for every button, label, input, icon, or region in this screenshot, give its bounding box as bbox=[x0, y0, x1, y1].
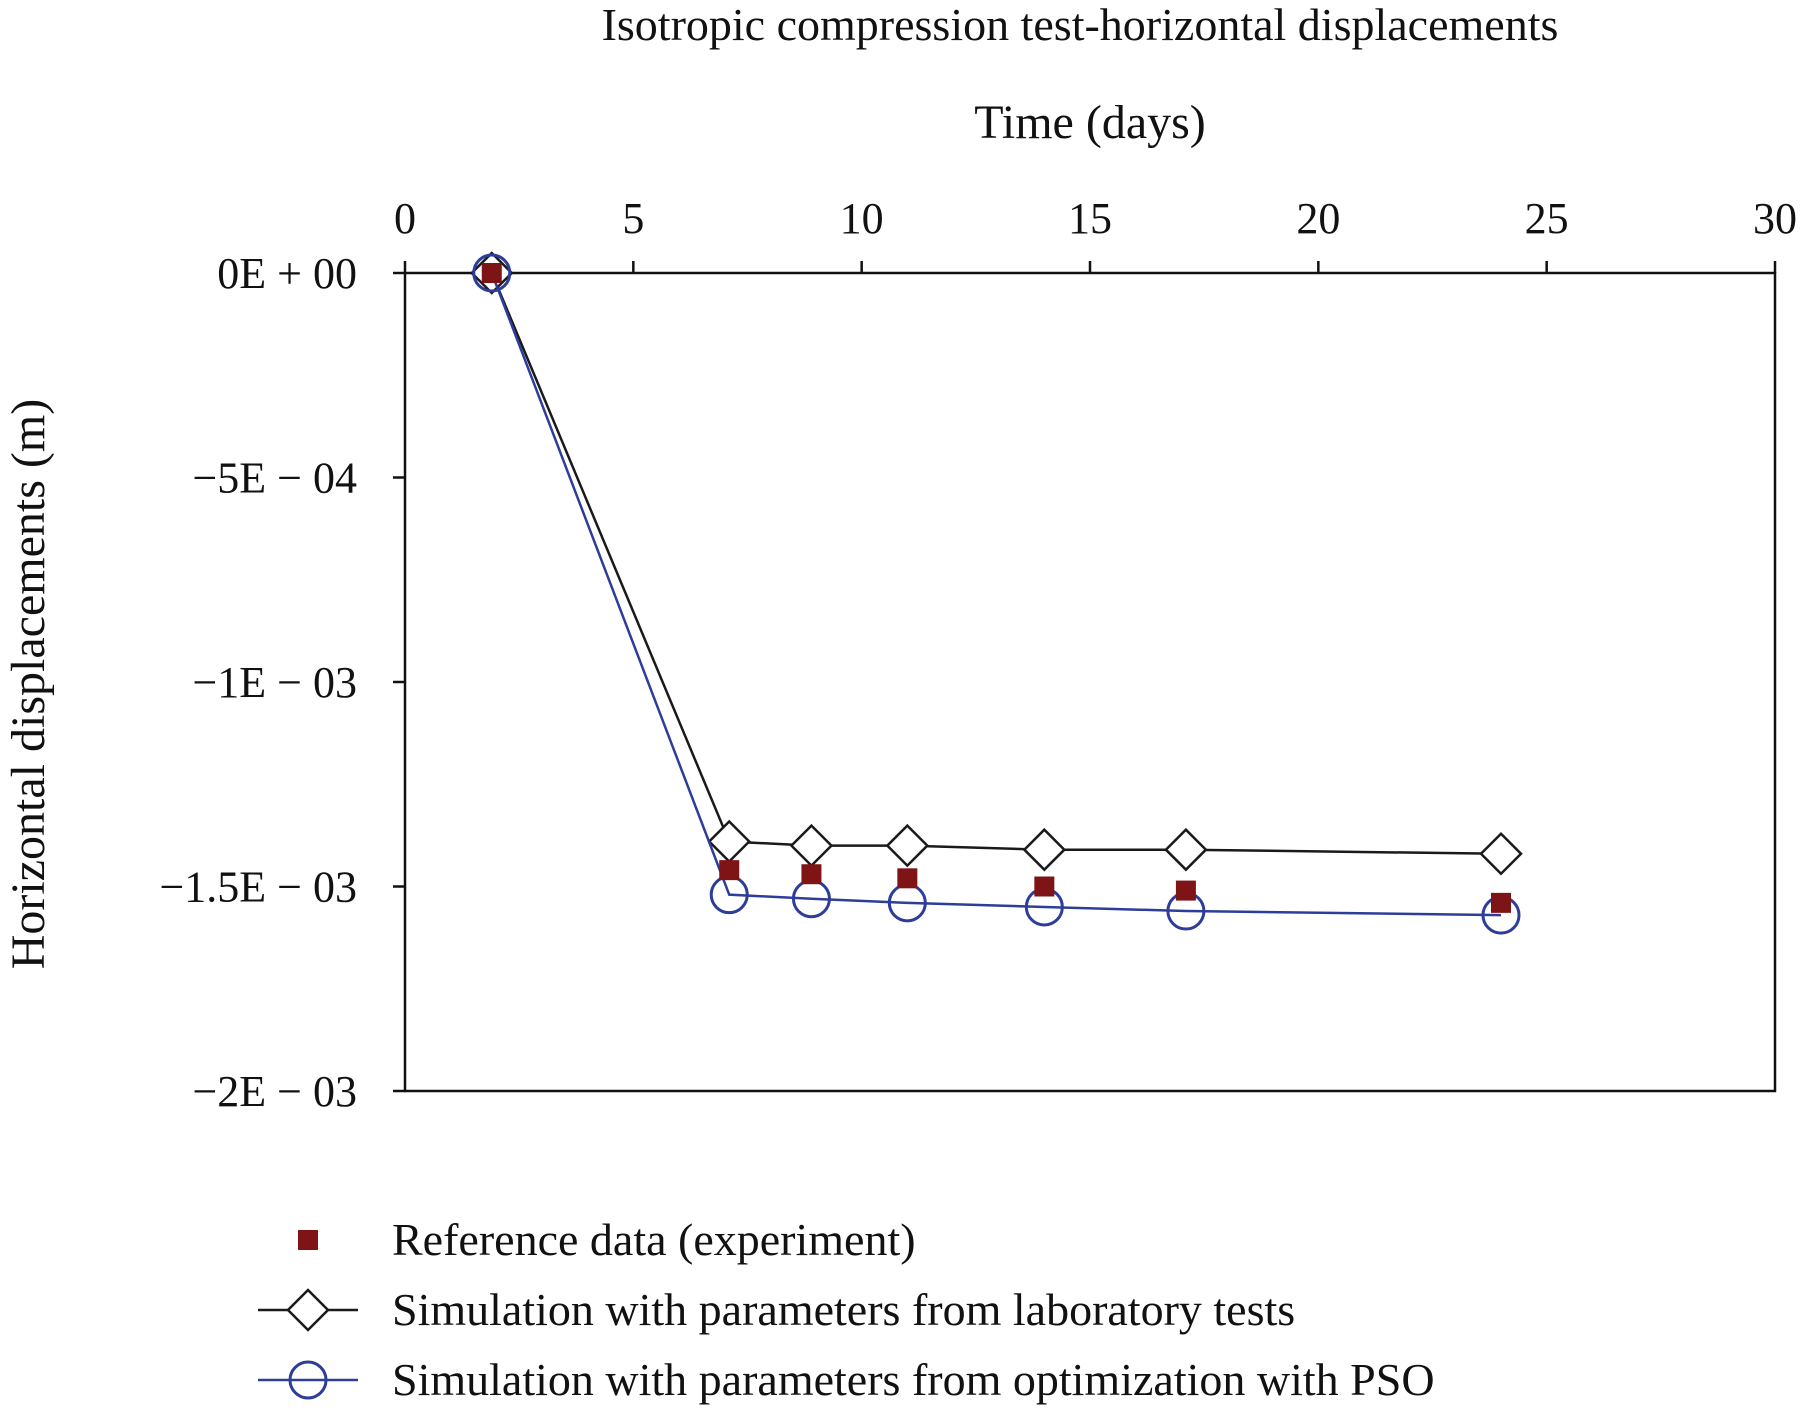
legend-item: Simulation with parameters from optimiza… bbox=[258, 1354, 1435, 1405]
y-tick-label: −1E − 03 bbox=[192, 658, 357, 707]
legend: Reference data (experiment) Simulation wi… bbox=[258, 1214, 1435, 1405]
legend-label: Simulation with parameters from optimiza… bbox=[392, 1354, 1435, 1405]
data-point-square bbox=[897, 868, 918, 889]
series-line bbox=[490, 272, 1502, 856]
legend-item: Simulation with parameters from laborato… bbox=[258, 1284, 1295, 1335]
y-tick-label: −2E − 03 bbox=[192, 1067, 357, 1116]
data-point-square bbox=[1034, 876, 1055, 897]
series-line bbox=[490, 272, 1502, 917]
legend-label: Reference data (experiment) bbox=[392, 1214, 916, 1265]
x-tick-label: 5 bbox=[622, 194, 644, 243]
chart-title: Isotropic compression test-horizontal di… bbox=[602, 0, 1559, 50]
plot-frame bbox=[403, 271, 1777, 1093]
legend-marker-square bbox=[298, 1230, 318, 1250]
y-tick-label: 0E + 00 bbox=[217, 249, 357, 298]
legend-marker-diamond bbox=[286, 1288, 330, 1332]
x-tick-label: 10 bbox=[840, 194, 884, 243]
data-point-square bbox=[1491, 892, 1511, 913]
x-tick-label: 0 bbox=[394, 194, 416, 243]
data-point-square bbox=[481, 263, 502, 283]
legend-marker-circle bbox=[288, 1360, 328, 1400]
legend-item: Reference data (experiment) bbox=[298, 1214, 916, 1265]
plot-series bbox=[469, 251, 1523, 935]
x-axis-ticks: 0 5 10 15 20 25 30 bbox=[394, 194, 1797, 273]
x-axis-label: Time (days) bbox=[974, 96, 1206, 149]
data-point-diamond bbox=[1164, 827, 1208, 872]
series-circle bbox=[472, 253, 1521, 935]
data-point-diamond bbox=[1022, 827, 1067, 872]
x-tick-label: 15 bbox=[1068, 194, 1112, 243]
data-point-square bbox=[719, 860, 740, 881]
x-tick-label: 25 bbox=[1525, 194, 1569, 243]
series-square bbox=[481, 263, 1511, 913]
series-diamond bbox=[469, 251, 1523, 876]
data-point-diamond bbox=[885, 823, 930, 868]
y-axis-ticks: 0E + 00 −5E − 04 −1E − 03 −1.5E − 03 −2E − 0… bbox=[159, 249, 405, 1116]
data-point-diamond bbox=[1479, 832, 1523, 876]
data-point-diamond bbox=[789, 823, 834, 868]
x-tick-label: 20 bbox=[1296, 194, 1340, 243]
y-tick-label: −1.5E − 03 bbox=[159, 863, 357, 912]
data-point-square bbox=[801, 864, 822, 885]
x-tick-label: 30 bbox=[1753, 194, 1797, 243]
data-point-circle bbox=[472, 253, 512, 293]
y-tick-label: −5E − 04 bbox=[192, 454, 357, 503]
legend-label: Simulation with parameters from laborato… bbox=[392, 1284, 1295, 1335]
data-point-square bbox=[1175, 880, 1196, 901]
y-axis-label: Horizontal displacements (m) bbox=[2, 399, 55, 970]
